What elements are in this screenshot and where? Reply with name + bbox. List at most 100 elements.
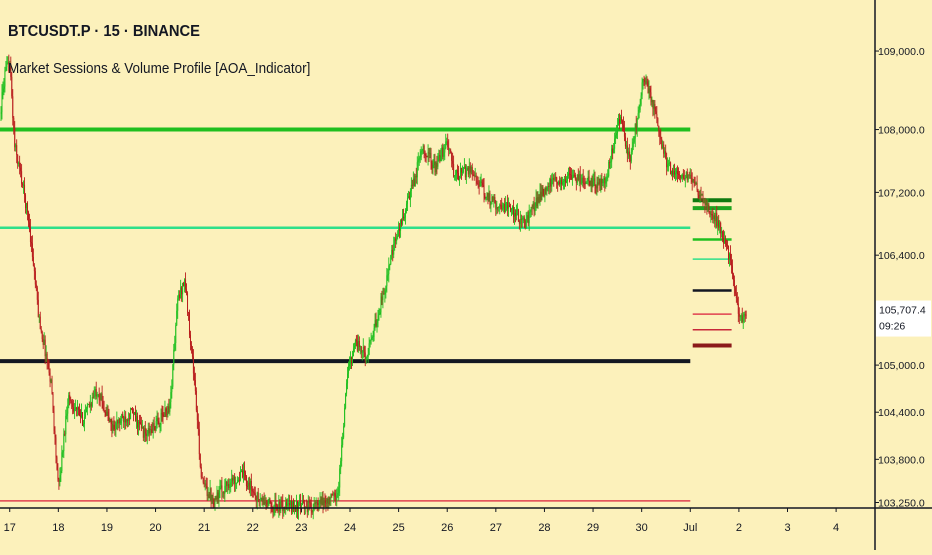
candle-body [279, 501, 281, 511]
candle-body [615, 135, 617, 139]
candle-body [44, 339, 46, 357]
candle-body [614, 138, 616, 149]
candle-body [414, 175, 416, 186]
candle-body [216, 492, 218, 499]
candle-body [655, 111, 657, 115]
x-tick-label: 17 [4, 522, 16, 534]
candle-body [613, 148, 615, 154]
candle-body [603, 178, 605, 181]
candle-body [710, 213, 712, 215]
candle-body [538, 197, 540, 203]
candle-body [654, 103, 656, 112]
candle-body [718, 220, 720, 228]
candle-body [238, 479, 240, 481]
candle-body [139, 422, 141, 425]
candle-body [559, 181, 561, 185]
candle-body [296, 501, 298, 512]
candle-body [530, 207, 532, 212]
candle-body [20, 167, 22, 172]
candle-body [316, 502, 318, 503]
candle-body [636, 118, 638, 130]
candle-body [374, 320, 376, 329]
candle-body [547, 186, 549, 188]
candle-body [430, 152, 432, 163]
candle-body [236, 482, 238, 484]
candle-body [745, 314, 747, 316]
indicator-title: Market Sessions & Volume Profile [AOA_In… [8, 60, 311, 77]
candle-body [694, 181, 696, 184]
candle-body [308, 500, 310, 503]
candle-body [484, 195, 486, 199]
candle-body [569, 174, 571, 175]
x-tick-label: 19 [101, 522, 113, 534]
candle-body [633, 138, 635, 142]
candle-body [460, 167, 462, 173]
candle-body [117, 419, 119, 424]
candle-body [27, 212, 29, 223]
candle-body [474, 175, 476, 177]
candle-body [697, 190, 699, 196]
candle-body [643, 79, 645, 81]
candle-body [229, 486, 231, 488]
candle-body [211, 494, 213, 501]
candle-body [51, 379, 53, 394]
candle-body [146, 434, 148, 436]
candle-body [299, 500, 301, 508]
candle-body [671, 170, 673, 175]
candle-body [337, 493, 339, 496]
candle-body [76, 407, 78, 410]
candle-body [61, 452, 63, 471]
candle-body [207, 494, 209, 496]
candle-body [35, 284, 37, 288]
candle-body [545, 187, 547, 191]
candle-body [125, 416, 127, 423]
candle-body [34, 271, 36, 285]
candle-body [188, 312, 190, 335]
candle-body [679, 175, 681, 179]
candle-body [606, 176, 608, 180]
candle-body [493, 197, 495, 201]
candle-body [198, 429, 200, 455]
candle-body [618, 119, 620, 126]
candle-body [584, 183, 586, 185]
candle-body [680, 176, 682, 179]
candle-body [147, 428, 149, 435]
candle-body [342, 437, 344, 445]
candle-body [495, 203, 497, 210]
candle-body [243, 469, 245, 473]
candle-body [11, 76, 13, 97]
candle-body [142, 427, 144, 438]
candle-body [466, 167, 468, 171]
candle-body [601, 178, 603, 184]
candle-body [286, 502, 288, 506]
x-tick-label: 23 [295, 522, 307, 534]
candle-body [594, 178, 596, 186]
candle-body [156, 418, 158, 422]
candle-body [728, 253, 730, 260]
candle-body [448, 147, 450, 151]
candle-body [366, 357, 368, 358]
candle-body [194, 380, 196, 391]
candle-body [59, 475, 61, 482]
candle-body [55, 437, 57, 458]
candle-body [280, 500, 282, 511]
candle-body [696, 182, 698, 191]
candle-body [422, 145, 424, 151]
candle-body [341, 444, 343, 462]
candle-body [322, 497, 324, 506]
candle-body [698, 195, 700, 198]
candle-body [291, 500, 293, 513]
candle-body [432, 164, 434, 169]
candle-body [66, 413, 68, 416]
candle-body [89, 403, 91, 408]
candle-body [715, 212, 717, 222]
candle-body [557, 181, 559, 185]
candle-body [604, 178, 606, 184]
candle-body [551, 179, 553, 187]
candle-body [356, 341, 358, 351]
candle-body [585, 181, 587, 184]
x-tick-label: 3 [784, 522, 790, 534]
candle-body [260, 497, 262, 499]
